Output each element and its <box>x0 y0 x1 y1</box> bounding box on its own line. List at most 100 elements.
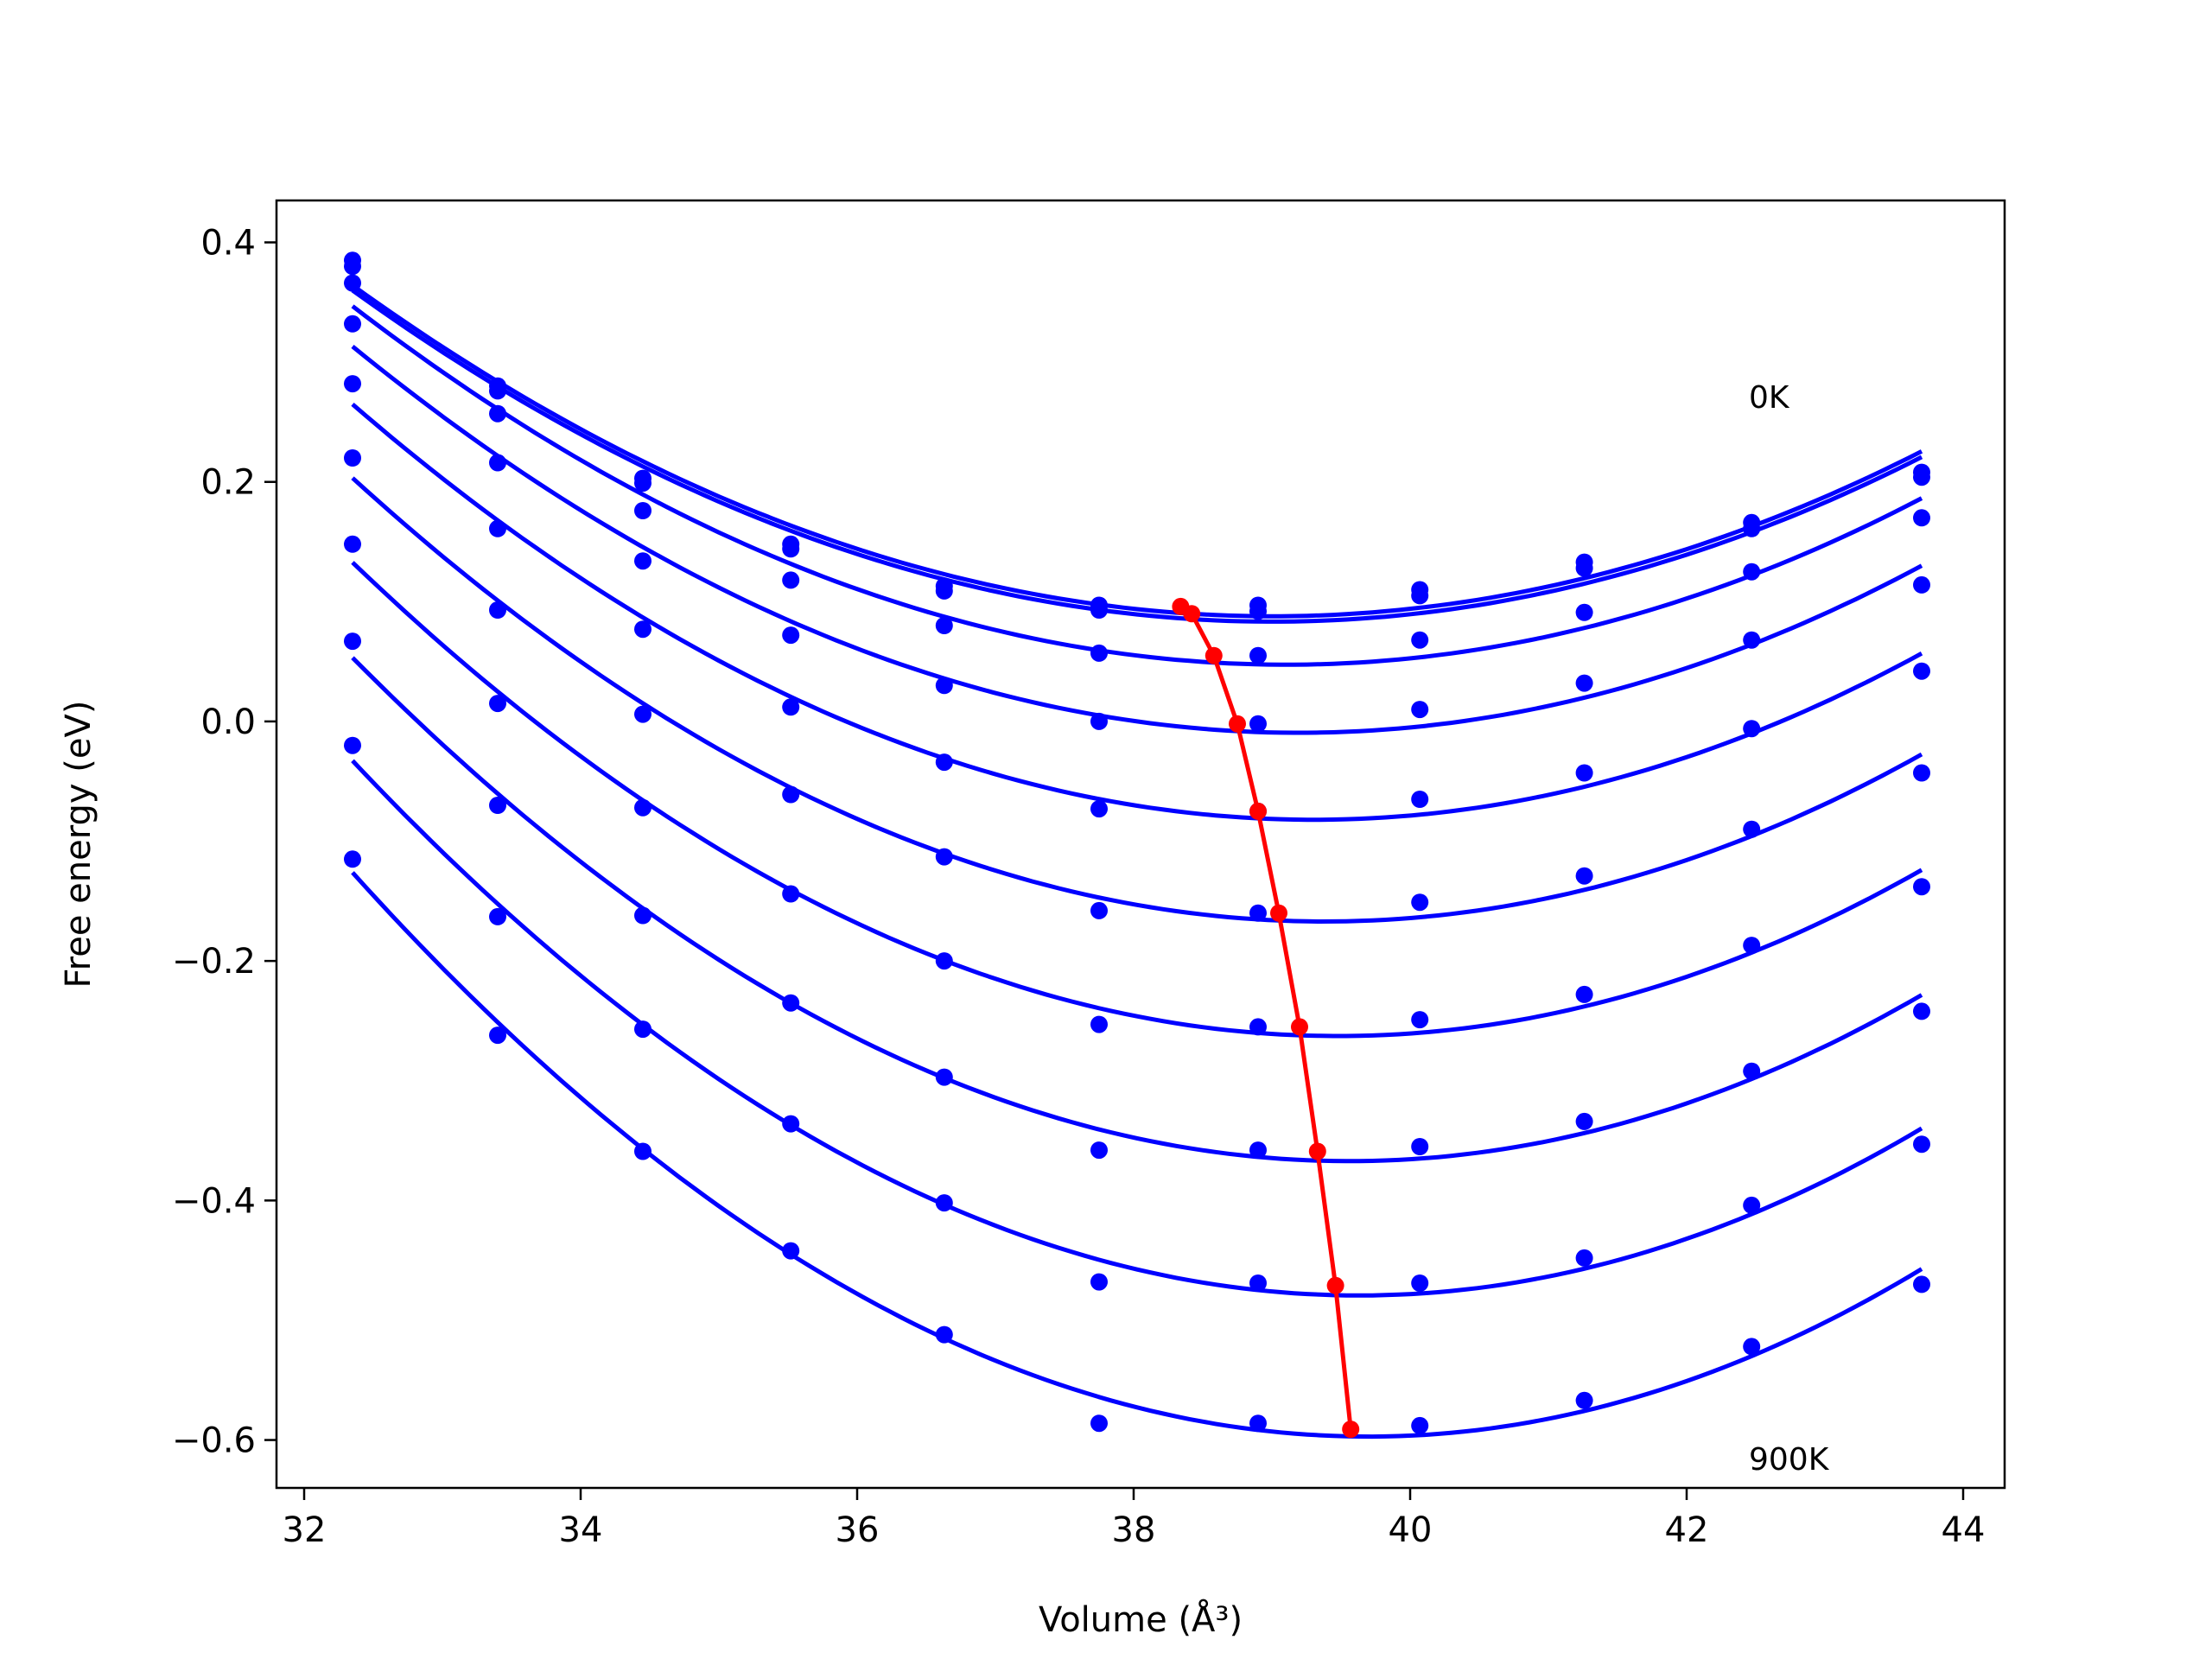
data-point-500K-7 <box>1411 893 1429 912</box>
y-tick-label-5: −0.6 <box>172 1421 256 1461</box>
data-point-900K-6 <box>1249 1414 1267 1433</box>
annotations: 0K 900K <box>1749 380 1830 1478</box>
minimum-point-300K <box>1229 715 1246 733</box>
data-point-300K-6 <box>1249 715 1267 733</box>
data-point-300K-2 <box>634 552 652 570</box>
data-point-800K-10 <box>1913 1135 1930 1154</box>
data-point-300K-3 <box>782 626 800 645</box>
y-tick-label-0: 0.4 <box>200 224 256 264</box>
data-point-900K-10 <box>1913 1275 1930 1294</box>
data-point-800K-2 <box>634 1020 652 1039</box>
minimum-point-200K <box>1205 646 1223 664</box>
data-point-800K-3 <box>782 1115 800 1133</box>
minimum-point-800K <box>1326 1276 1344 1294</box>
data-point-700K-6 <box>1249 1141 1267 1160</box>
data-point-400K-2 <box>634 620 652 639</box>
x-axis-label: Volume (Å³) <box>1039 1599 1243 1640</box>
data-point-300K-9 <box>1743 631 1761 649</box>
data-point-600K-10 <box>1913 878 1930 896</box>
data-point-100K-2 <box>634 474 652 493</box>
data-point-900K-4 <box>935 1325 953 1344</box>
axes-frame <box>275 199 2006 1490</box>
series-200K <box>344 274 1930 667</box>
data-point-900K-1 <box>489 1027 506 1045</box>
data-point-200K-0 <box>344 274 361 292</box>
data-point-500K-8 <box>1575 867 1593 885</box>
data-point-400K-3 <box>782 698 800 716</box>
plot-area <box>344 251 1930 1440</box>
y-tick-label-4: −0.4 <box>172 1181 256 1221</box>
data-point-900K-2 <box>634 1142 652 1160</box>
data-point-800K-6 <box>1249 1274 1267 1292</box>
minimum-path-line <box>1179 604 1353 1430</box>
series-300K <box>344 315 1930 735</box>
x-tick-label-36: 36 <box>836 1510 880 1550</box>
data-point-100K-7 <box>1411 587 1429 605</box>
data-point-100K-4 <box>935 582 953 600</box>
x-tick-label-34: 34 <box>559 1510 603 1550</box>
data-point-500K-0 <box>344 449 361 467</box>
minimum-point-100K <box>1183 605 1201 623</box>
data-point-500K-10 <box>1913 764 1930 782</box>
data-point-700K-3 <box>782 994 800 1012</box>
data-point-700K-4 <box>935 1068 953 1086</box>
x-tick-label-38: 38 <box>1112 1510 1156 1550</box>
data-point-300K-1 <box>489 454 506 472</box>
data-point-600K-9 <box>1743 937 1761 955</box>
annotation-900K: 900K <box>1749 1442 1830 1478</box>
data-point-800K-7 <box>1411 1274 1429 1292</box>
data-point-800K-4 <box>935 1194 953 1212</box>
x-tick-label-40: 40 <box>1389 1510 1433 1550</box>
fit-curve-400K <box>351 403 1923 823</box>
data-point-200K-6 <box>1249 646 1267 664</box>
data-point-400K-5 <box>1090 800 1108 818</box>
data-point-400K-0 <box>344 375 361 393</box>
fit-curve-800K <box>351 759 1923 1298</box>
data-point-300K-0 <box>344 315 361 333</box>
x-axis: 32 34 36 38 40 42 44 <box>283 1488 1985 1550</box>
y-tick-label-1: 0.2 <box>200 463 256 503</box>
data-point-800K-5 <box>1090 1273 1108 1291</box>
data-point-700K-0 <box>344 632 361 651</box>
data-point-800K-0 <box>344 736 361 754</box>
data-point-500K-1 <box>489 601 506 619</box>
data-point-400K-9 <box>1743 720 1761 738</box>
y-axis: 0.4 0.2 0.0 −0.2 −0.4 −0.6 <box>172 224 276 1461</box>
data-point-300K-7 <box>1411 701 1429 719</box>
annotation-0K: 0K <box>1749 380 1790 416</box>
data-point-700K-1 <box>489 797 506 814</box>
data-point-400K-7 <box>1411 791 1429 808</box>
data-point-600K-0 <box>344 535 361 553</box>
data-point-100K-3 <box>782 540 800 558</box>
data-point-600K-6 <box>1249 1018 1267 1036</box>
fit-curve-500K <box>351 476 1923 925</box>
data-point-100K-1 <box>489 382 506 400</box>
data-point-100K-6 <box>1249 602 1267 620</box>
data-point-900K-3 <box>782 1242 800 1260</box>
series-700K <box>344 632 1930 1164</box>
data-point-200K-8 <box>1575 603 1593 621</box>
data-point-600K-8 <box>1575 985 1593 1003</box>
data-point-500K-6 <box>1249 904 1267 922</box>
fit-curve-100K <box>351 289 1923 624</box>
data-point-600K-2 <box>634 798 652 817</box>
fit-curve-700K <box>351 656 1923 1164</box>
data-point-300K-8 <box>1575 674 1593 692</box>
data-point-600K-5 <box>1090 1015 1108 1033</box>
data-point-900K-5 <box>1090 1414 1108 1433</box>
x-tick-label-42: 42 <box>1665 1510 1709 1550</box>
data-point-200K-5 <box>1090 644 1108 662</box>
fit-curve-200K <box>351 304 1923 667</box>
series-500K <box>344 449 1930 925</box>
y-tick-label-3: −0.2 <box>172 942 256 982</box>
data-point-100K-10 <box>1913 468 1930 486</box>
data-point-300K-4 <box>935 677 953 695</box>
data-point-500K-3 <box>782 785 800 804</box>
series-100K <box>344 257 1930 624</box>
data-point-100K-5 <box>1090 601 1108 619</box>
series-900K <box>344 850 1930 1440</box>
fit-curve-300K <box>351 344 1923 735</box>
minimum-point-600K <box>1291 1018 1308 1036</box>
